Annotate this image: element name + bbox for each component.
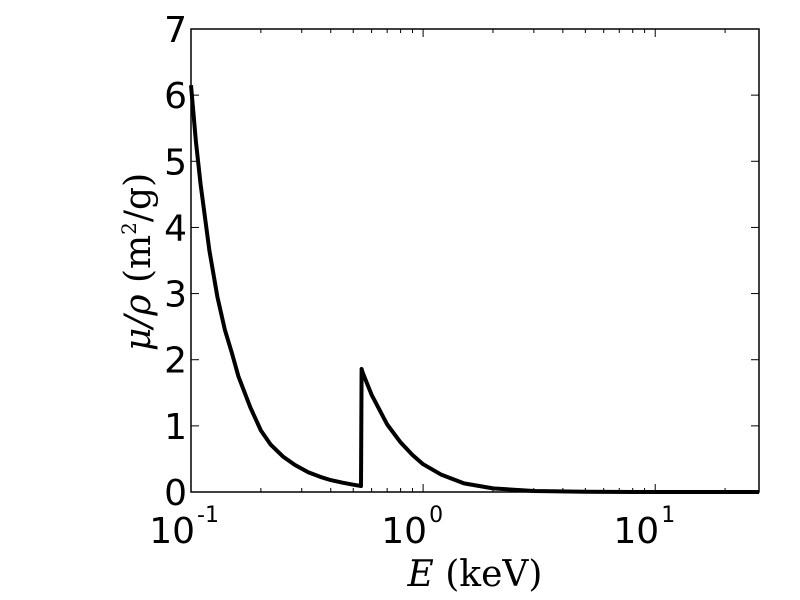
y-tick-label: 5 bbox=[164, 142, 187, 183]
y-tick-label: 7 bbox=[164, 10, 187, 51]
x-tick-label: 10 -1 bbox=[149, 503, 219, 552]
x-tick-label: 10 0 bbox=[381, 503, 443, 552]
y-tick-label: 4 bbox=[164, 208, 187, 249]
x-tick-label-exponent: 1 bbox=[661, 503, 675, 528]
axis-labels: E (keV) μ/ρ (m2/g) bbox=[117, 173, 542, 595]
x-tick-label-base: 10 bbox=[613, 511, 659, 552]
y-tick-label: 1 bbox=[164, 407, 187, 448]
x-tick-label-exponent: 0 bbox=[429, 503, 443, 528]
plot-frame bbox=[190, 28, 760, 493]
y-tick-label: 3 bbox=[164, 275, 187, 316]
x-tick-label-base: 10 bbox=[381, 511, 427, 552]
series-line bbox=[189, 85, 759, 494]
x-tick-label: 10 1 bbox=[613, 503, 675, 552]
x-axis: 10 -1 10 0 10 1 bbox=[149, 29, 726, 552]
x-axis-label: E (keV) bbox=[407, 554, 543, 595]
y-axis-label: μ/ρ (m2/g) bbox=[117, 173, 159, 351]
y-axis: 0 1 2 3 4 5 6 7 bbox=[164, 10, 759, 514]
y-tick-label: 2 bbox=[164, 341, 187, 382]
x-tick-label-exponent: -1 bbox=[197, 503, 219, 528]
plot-area bbox=[189, 28, 760, 494]
x-tick-label-base: 10 bbox=[149, 511, 195, 552]
y-tick-label: 0 bbox=[164, 473, 187, 514]
y-tick-label: 6 bbox=[164, 76, 187, 117]
